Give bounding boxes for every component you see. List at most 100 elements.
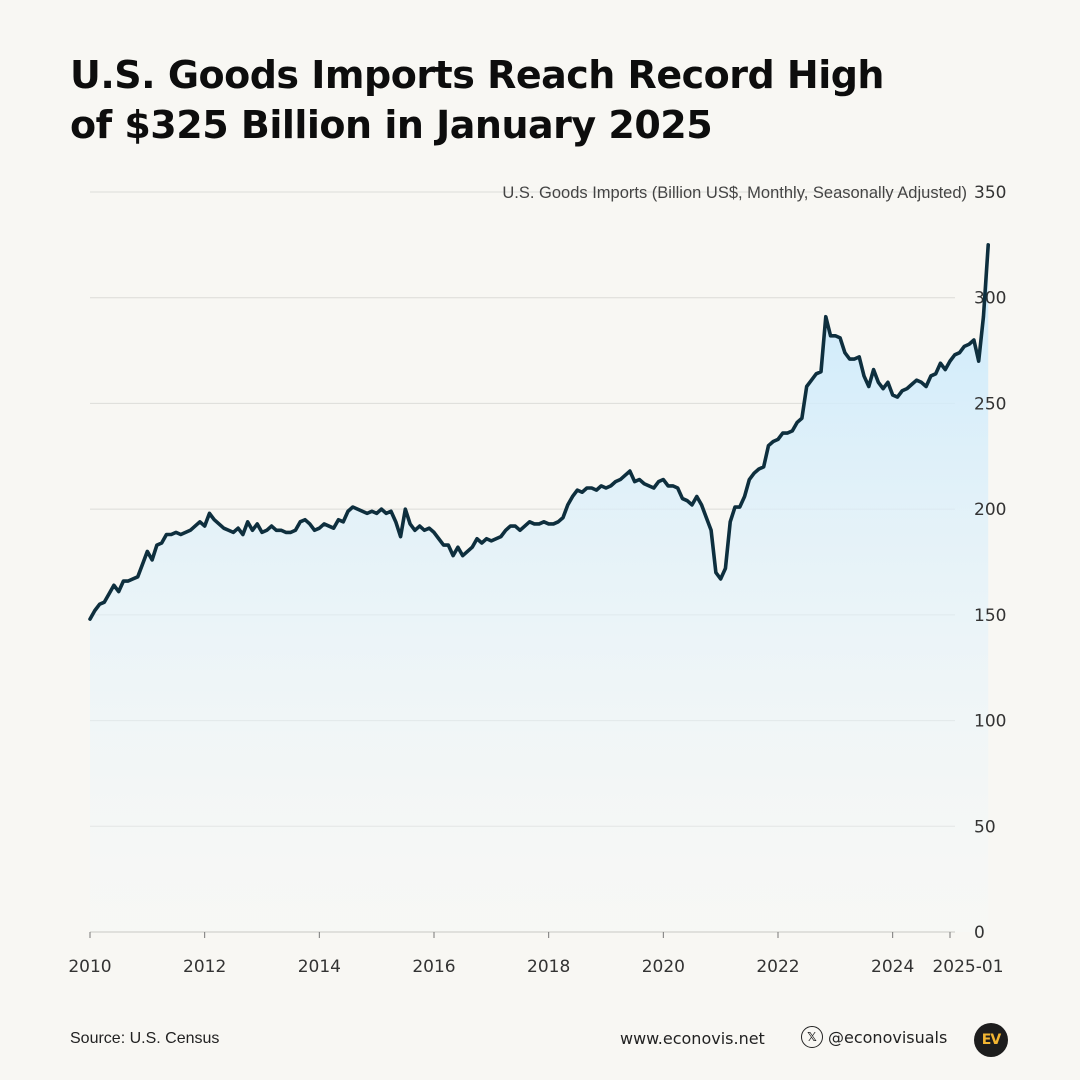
data-point	[705, 516, 707, 518]
data-point	[266, 529, 268, 531]
data-point	[524, 525, 526, 527]
chart-title: U.S. Goods Imports Reach Record High of …	[70, 50, 970, 150]
data-point	[586, 487, 588, 489]
data-point	[686, 499, 688, 501]
data-point	[743, 495, 745, 497]
data-point	[839, 337, 841, 339]
data-point	[428, 527, 430, 529]
data-point	[977, 360, 979, 362]
data-point	[801, 417, 803, 419]
data-point	[332, 527, 334, 529]
data-point	[165, 533, 167, 535]
data-point	[791, 430, 793, 432]
website-link[interactable]: www.econovis.net	[620, 1029, 765, 1048]
data-point	[237, 527, 239, 529]
data-point	[309, 523, 311, 525]
data-point	[887, 381, 889, 383]
data-point	[925, 385, 927, 387]
data-point	[734, 506, 736, 508]
chart-title-line-1: U.S. Goods Imports Reach Record High	[70, 53, 884, 97]
y-tick-label: 250	[974, 394, 1006, 414]
data-point	[987, 244, 989, 246]
y-tick-label: 0	[974, 923, 985, 943]
data-point	[504, 529, 506, 531]
social-handle-link[interactable]: 𝕏 @econovisuals	[801, 1026, 947, 1048]
source-note: Source: U.S. Census	[70, 1030, 220, 1047]
data-point	[98, 603, 100, 605]
x-tick-label: 2018	[527, 957, 570, 977]
series-line-layer	[88, 243, 991, 621]
data-point	[418, 525, 420, 527]
data-point	[700, 504, 702, 506]
data-point	[390, 510, 392, 512]
x-tick-label: 2024	[871, 957, 914, 977]
data-point	[848, 358, 850, 360]
data-point	[213, 519, 215, 521]
data-point	[103, 601, 105, 603]
data-point	[934, 373, 936, 375]
data-point	[223, 527, 225, 529]
econovis-logo: EV	[974, 1023, 1008, 1057]
data-point	[261, 531, 263, 533]
data-point	[657, 480, 659, 482]
series-line	[88, 243, 991, 621]
data-point	[323, 523, 325, 525]
data-point	[156, 544, 158, 546]
data-point	[562, 516, 564, 518]
data-point	[509, 525, 511, 527]
data-point	[815, 373, 817, 375]
data-point	[404, 508, 406, 510]
social-handle: @econovisuals	[828, 1027, 948, 1047]
data-point	[619, 478, 621, 480]
data-point	[810, 379, 812, 381]
y-tick-label: 50	[974, 817, 996, 837]
data-point	[347, 510, 349, 512]
y-tick-label: 200	[974, 500, 1006, 520]
data-point	[289, 531, 291, 533]
data-point	[208, 512, 210, 514]
data-point	[151, 559, 153, 561]
x-tick-label: 2014	[298, 957, 341, 977]
data-point	[729, 521, 731, 523]
data-point	[825, 316, 827, 318]
y-tick-label: 300	[974, 289, 1006, 309]
data-point	[275, 529, 277, 531]
data-point	[939, 362, 941, 364]
data-point	[915, 379, 917, 381]
data-point	[160, 542, 162, 544]
data-point	[184, 531, 186, 533]
data-point	[767, 445, 769, 447]
data-point	[366, 512, 368, 514]
data-point	[829, 335, 831, 337]
y-tick-label: 150	[974, 606, 1006, 626]
data-point	[571, 495, 573, 497]
data-point	[194, 525, 196, 527]
data-point	[380, 508, 382, 510]
data-point	[113, 584, 115, 586]
data-point	[409, 523, 411, 525]
data-point	[567, 504, 569, 506]
data-point	[614, 480, 616, 482]
data-point	[557, 521, 559, 523]
x-logo-icon: 𝕏	[801, 1026, 823, 1048]
data-point	[495, 538, 497, 540]
x-tick-label: 2025-01	[932, 957, 1003, 977]
data-point	[906, 387, 908, 389]
data-point	[180, 533, 182, 535]
data-point	[772, 440, 774, 442]
data-point	[872, 368, 874, 370]
data-point	[891, 394, 893, 396]
data-point	[633, 480, 635, 482]
data-point	[299, 521, 301, 523]
data-point	[710, 529, 712, 531]
data-point	[547, 523, 549, 525]
line-chart: 0 50 100 150 200 250 300 350 2010 2012 2014 2016 201…	[68, 183, 1006, 977]
data-point	[877, 381, 879, 383]
data-point	[203, 525, 205, 527]
data-point	[342, 521, 344, 523]
data-point	[748, 478, 750, 480]
data-point	[724, 567, 726, 569]
data-point	[777, 438, 779, 440]
data-point	[715, 571, 717, 573]
data-point	[691, 504, 693, 506]
